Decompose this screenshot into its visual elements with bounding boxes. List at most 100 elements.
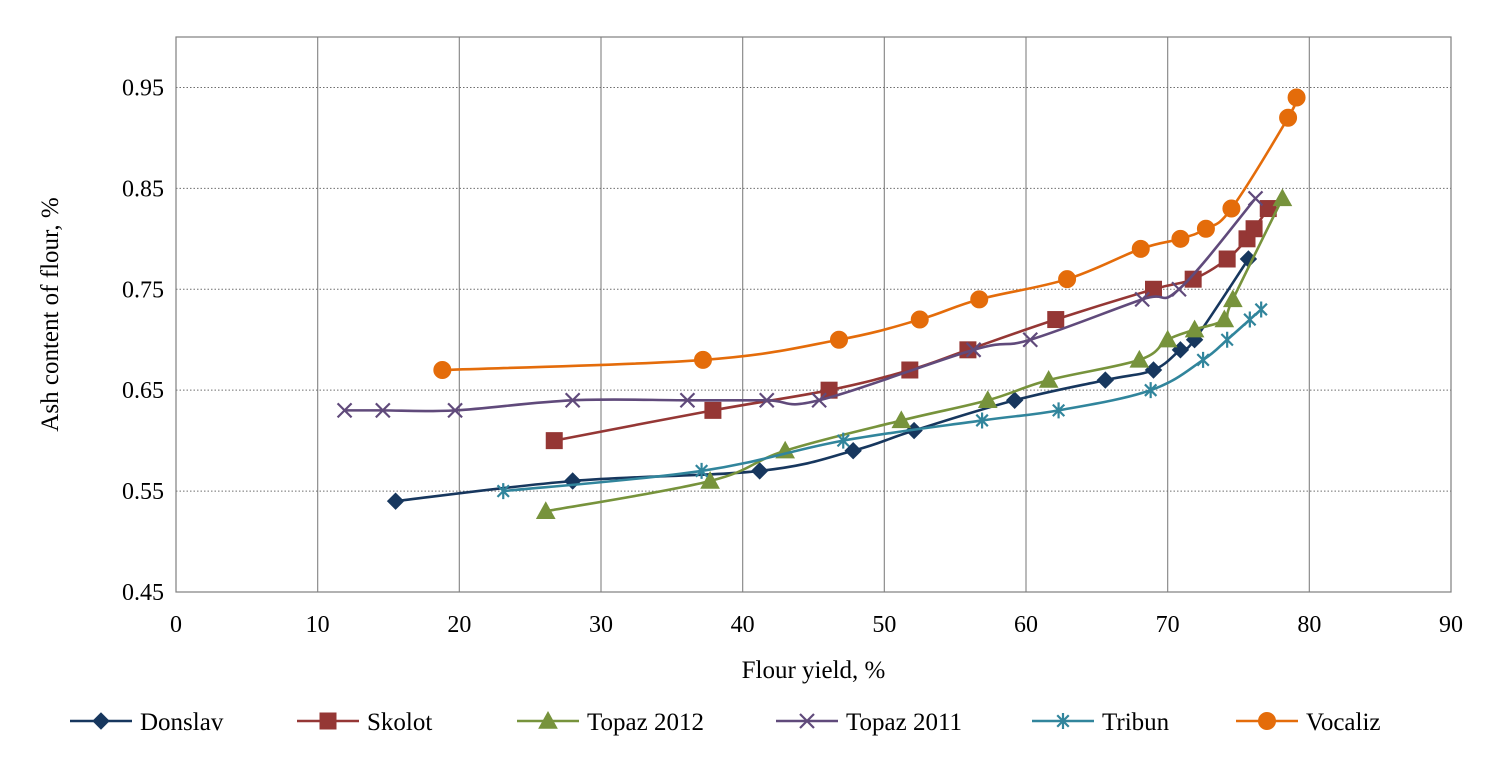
data-point-vocaliz	[910, 310, 929, 329]
data-point-skolot	[1218, 250, 1236, 268]
data-point-topaz-2012	[891, 410, 912, 429]
data-point-topaz-2012	[1272, 188, 1293, 207]
data-point-donslav	[386, 492, 405, 510]
legend-marker-topaz-2011	[799, 713, 815, 729]
data-point-topaz-2012	[1038, 370, 1059, 388]
data-point-vocaliz	[1279, 108, 1298, 127]
data-point-tribun	[836, 432, 850, 449]
legend-entry-topaz-2012: Topaz 2012	[517, 709, 704, 736]
series-line-donslav	[395, 258, 1250, 503]
y-tick-label: 0.65	[122, 378, 164, 404]
data-point-donslav	[1005, 391, 1024, 409]
data-point-tribun	[1243, 311, 1257, 328]
data-point-tribun	[1196, 351, 1210, 368]
x-tick-label: 20	[447, 612, 471, 638]
data-point-vocaliz	[1196, 219, 1215, 238]
plot-area-frame	[175, 36, 1452, 593]
vertical-gridlines	[317, 37, 1310, 592]
data-point-topaz-2011	[1134, 291, 1150, 308]
x-tick-label: 90	[1439, 612, 1463, 638]
data-point-topaz-2011	[375, 402, 391, 419]
data-point-topaz-2011	[679, 392, 696, 409]
data-point-topaz-2012	[1157, 329, 1178, 348]
data-point-topaz-2012	[700, 470, 720, 489]
x-tick-label: 10	[306, 612, 330, 638]
series-donslav	[386, 250, 1258, 510]
x-tick-label: 0	[170, 612, 182, 638]
x-axis-tick-labels: 0 10 20 30 40 50 60 70 80 90	[170, 612, 1463, 638]
x-tick-label: 60	[1014, 612, 1038, 638]
data-point-topaz-2011	[447, 402, 463, 419]
legend-label-vocaliz: Vocaliz	[1306, 709, 1381, 736]
data-point-topaz-2012	[1129, 349, 1150, 368]
data-point-skolot	[1245, 220, 1263, 238]
data-point-vocaliz	[433, 361, 452, 379]
series-layer	[336, 88, 1306, 519]
data-point-topaz-2012	[535, 501, 556, 519]
y-axis-tick-labels: 0.45 0.55 0.65 0.75 0.85 0.95	[122, 75, 164, 606]
data-point-topaz-2011	[1247, 190, 1264, 207]
y-tick-label: 0.75	[122, 277, 164, 303]
series-vocaliz	[433, 88, 1306, 379]
legend-marker-donslav	[92, 712, 110, 730]
data-point-skolot	[1184, 270, 1202, 288]
legend-entry-tribun: Tribun	[1032, 709, 1170, 736]
x-tick-label: 30	[589, 612, 613, 638]
legend-entry-donslav: Donslav	[70, 709, 224, 736]
data-point-skolot	[704, 401, 722, 419]
series-tribun	[496, 301, 1268, 500]
data-point-skolot	[545, 432, 563, 450]
legend-marker-topaz-2012	[538, 710, 558, 729]
data-point-vocaliz	[1171, 229, 1190, 248]
data-point-tribun	[975, 412, 989, 429]
legend-label-donslav: Donslav	[140, 709, 224, 736]
data-point-topaz-2011	[336, 402, 353, 419]
data-point-topaz-2011	[1022, 331, 1039, 348]
series-topaz-2011	[336, 190, 1264, 419]
y-tick-label: 0.45	[122, 580, 164, 606]
series-line-topaz-2011	[344, 197, 1257, 413]
legend-entry-vocaliz: Vocaliz	[1236, 709, 1381, 736]
x-tick-label: 40	[731, 612, 755, 638]
y-tick-label: 0.55	[122, 479, 164, 505]
data-point-vocaliz	[1058, 270, 1077, 289]
series-line-topaz-2012	[545, 197, 1284, 513]
data-point-tribun	[496, 483, 510, 500]
legend-marker-tribun	[1056, 713, 1070, 729]
data-point-tribun	[1052, 402, 1066, 419]
data-point-vocaliz	[694, 350, 712, 369]
data-point-donslav	[1144, 361, 1163, 379]
legend-label-topaz-2011: Topaz 2011	[846, 709, 962, 736]
horizontal-gridlines	[176, 86, 1451, 492]
legend-entry-skolot: Skolot	[297, 709, 432, 736]
data-point-topaz-2011	[965, 342, 982, 358]
data-point-topaz-2011	[1171, 281, 1187, 298]
data-point-vocaliz	[1287, 88, 1306, 107]
legend-label-topaz-2012: Topaz 2012	[587, 709, 704, 736]
series-topaz-2012	[535, 188, 1293, 519]
data-point-vocaliz	[830, 330, 848, 349]
legend-entry-topaz-2011: Topaz 2011	[776, 709, 962, 736]
data-point-topaz-2011	[564, 392, 581, 409]
x-axis-title: Flour yield, %	[742, 657, 886, 684]
data-point-tribun	[1220, 331, 1234, 348]
data-point-topaz-2011	[758, 392, 775, 409]
legend-label-skolot: Skolot	[367, 709, 432, 736]
data-point-tribun	[1144, 382, 1158, 399]
data-point-topaz-2012	[1222, 289, 1243, 308]
data-point-topaz-2012	[1184, 319, 1205, 338]
data-point-vocaliz	[970, 290, 989, 309]
y-axis-title: Ash content of flour, %	[37, 197, 64, 431]
x-tick-label: 80	[1297, 612, 1321, 638]
x-tick-label: 70	[1156, 612, 1180, 638]
data-point-tribun	[695, 462, 709, 479]
data-point-skolot	[1047, 311, 1065, 329]
data-point-topaz-2012	[977, 390, 998, 408]
legend-marker-skolot	[319, 712, 337, 730]
data-point-topaz-2012	[1214, 309, 1235, 328]
legend-label-tribun: Tribun	[1102, 709, 1170, 736]
data-point-donslav	[844, 442, 862, 460]
legend-marker-vocaliz	[1258, 712, 1276, 730]
data-point-donslav	[1096, 371, 1115, 389]
